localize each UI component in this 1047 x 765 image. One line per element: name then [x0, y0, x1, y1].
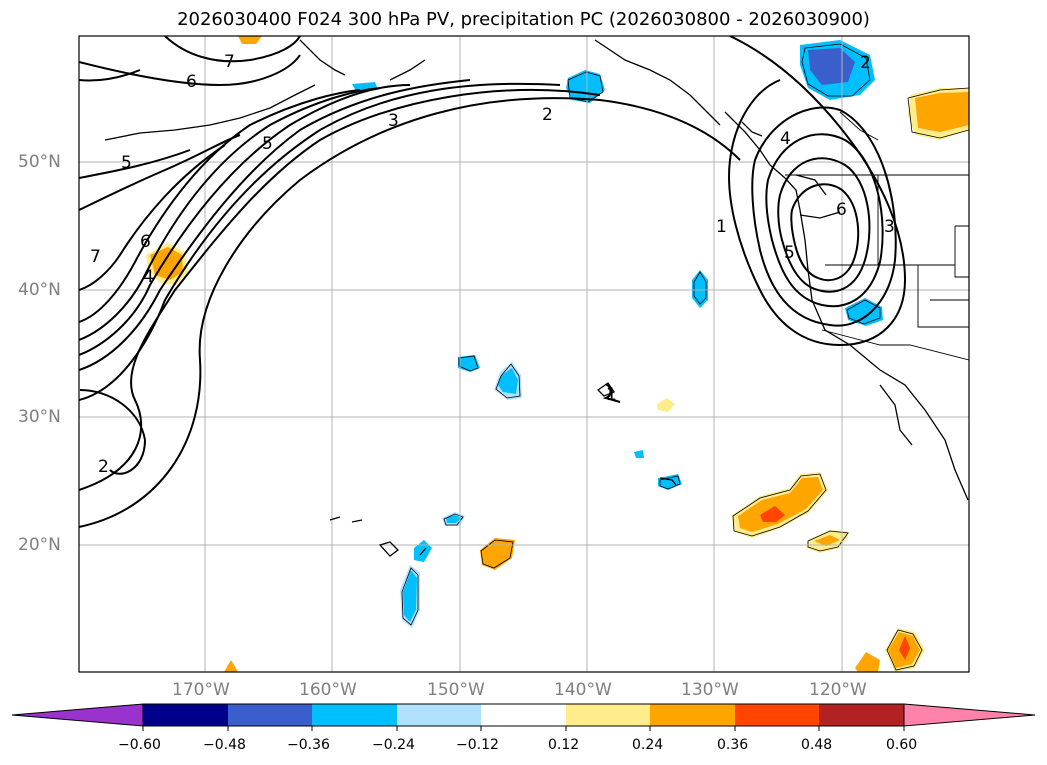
precip-positive-area: [855, 652, 880, 672]
lon-label: 130°W: [681, 680, 739, 700]
contour-label: 2: [542, 105, 553, 125]
precip-positive-area: [238, 36, 262, 44]
colorbar-extend-left: [11, 703, 144, 727]
colorbar-segment: [650, 704, 735, 726]
colorbar-tick-label: 0.36: [717, 737, 749, 753]
contour-label: 1: [716, 217, 727, 237]
precip-negative-area: [634, 450, 644, 458]
precip-strong-positive-area: [899, 636, 910, 660]
pv-contours: [79, 36, 907, 528]
precip-shading: [146, 36, 969, 672]
precip-positive-area: [224, 660, 238, 672]
contour-label: 7: [224, 52, 235, 72]
colorbar-tick-label: −0.60: [118, 737, 161, 753]
colorbar-tick-label: 0.12: [548, 737, 580, 753]
colorbar-segment: [397, 704, 481, 726]
contour-label: 4: [143, 267, 154, 287]
precip-negative-area: [845, 298, 883, 326]
contour-labels: 7 6 5 5 3 2 1 4 6 3 5 2 6 4 7 2 1: [90, 52, 895, 477]
lon-label: 170°W: [172, 680, 230, 700]
contour-label: 6: [836, 200, 847, 220]
lat-label: 20°N: [18, 535, 61, 555]
contour-label: 2: [98, 457, 109, 477]
colorbar-extend-right: [903, 703, 1036, 727]
lat-label: 50°N: [18, 152, 61, 172]
colorbar-segment: [143, 704, 228, 726]
precip-negative-area: [498, 368, 518, 394]
precip-outlines: [401, 43, 969, 671]
lon-label: 150°W: [427, 680, 485, 700]
lon-label: 160°W: [299, 680, 357, 700]
lat-label: 30°N: [18, 407, 61, 427]
lon-label: 140°W: [554, 680, 612, 700]
contour-label: 5: [262, 134, 273, 154]
colorbar-tick-label: −0.24: [372, 737, 415, 753]
contour-label: 4: [780, 129, 791, 149]
colorbar-frame: [142, 703, 905, 727]
lat-label: 40°N: [18, 280, 61, 300]
contour-label: 1: [606, 385, 617, 405]
graticule: [79, 36, 969, 672]
precip-positive-area: [657, 398, 675, 412]
colorbar-segment: [566, 704, 650, 726]
contour-label: 3: [884, 217, 895, 237]
precip-positive-area: [480, 538, 515, 570]
lon-label: 120°W: [809, 680, 867, 700]
precip-strong-positive-area: [760, 506, 785, 522]
precip-negative-area: [446, 515, 462, 523]
precip-positive-area: [814, 535, 840, 546]
colorbar-tick-label: −0.12: [456, 737, 499, 753]
contour-label: 5: [784, 243, 795, 263]
precip-positive-area: [738, 477, 823, 532]
colorbar-tick-label: −0.48: [203, 737, 246, 753]
precip-positive-area: [915, 92, 969, 132]
precip-negative-area: [403, 570, 417, 622]
colorbar-tick-label: 0.24: [632, 737, 664, 753]
colorbar: [11, 703, 1036, 731]
colorbar-segment: [312, 704, 397, 726]
contour-label: 5: [121, 153, 132, 173]
colorbar-segment: [735, 704, 819, 726]
colorbar-tick-label: −0.36: [287, 737, 330, 753]
contour-label: 3: [388, 111, 399, 131]
contour-label: 7: [90, 247, 101, 267]
map-title: 2026030400 F024 300 hPa PV, precipitatio…: [177, 9, 870, 30]
map-frame: [78, 35, 970, 673]
colorbar-tick-label: 0.48: [801, 737, 833, 753]
colorbar-ticks: [142, 726, 905, 731]
colorbar-tick-label: 0.60: [886, 737, 918, 753]
colorbar-segment: [819, 704, 904, 726]
map-area: 7 6 5 5 3 2 1 4 6 3 5 2 6 4 7 2 1: [79, 36, 969, 672]
precip-strong-negative-area: [808, 48, 855, 85]
colorbar-segment: [228, 704, 312, 726]
coastlines: [104, 39, 969, 557]
contour-label: 2: [860, 53, 871, 73]
colorbar-segment: [481, 704, 566, 726]
contour-label: 6: [186, 72, 197, 92]
contour-label: 6: [140, 232, 151, 252]
political-borders: [785, 111, 969, 361]
